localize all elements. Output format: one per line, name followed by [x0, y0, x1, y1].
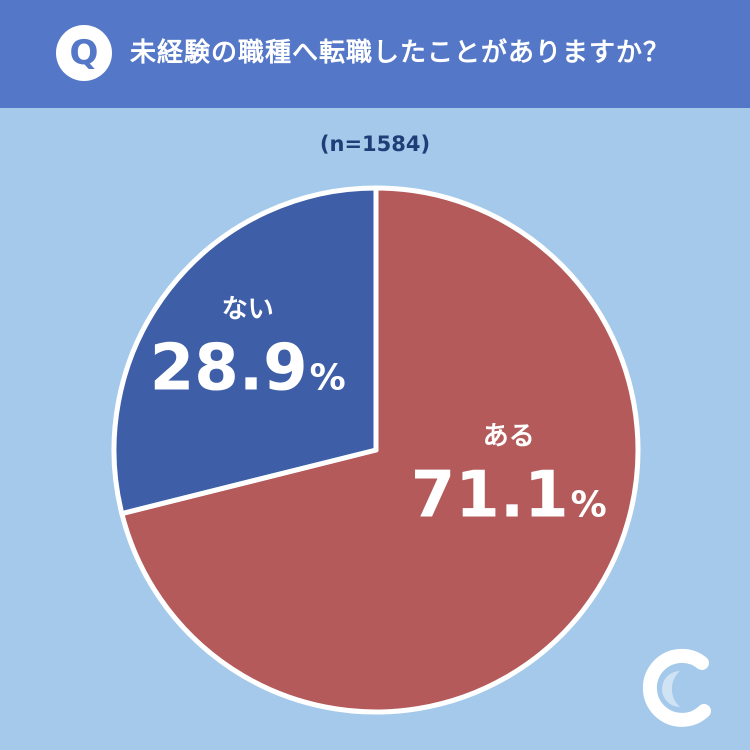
question-text: 未経験の職種へ転職したことがありますか？	[130, 38, 671, 68]
brand-c-logo-icon	[642, 648, 711, 727]
question-header: Q 未経験の職種へ転職したことがありますか？	[0, 0, 750, 108]
slice-label-aru: ある	[483, 422, 535, 452]
slice-aru	[119, 185, 641, 715]
q-badge-letter: Q	[69, 33, 99, 73]
q-badge-icon: Q	[56, 25, 112, 81]
slice-nai	[111, 185, 379, 517]
slice-label-nai: ない	[222, 295, 274, 325]
sample-size-note: (n=1584)	[319, 132, 431, 156]
slice-value-nai: 28.9%	[150, 332, 346, 406]
slice-value-aru: 71.1%	[411, 459, 607, 533]
